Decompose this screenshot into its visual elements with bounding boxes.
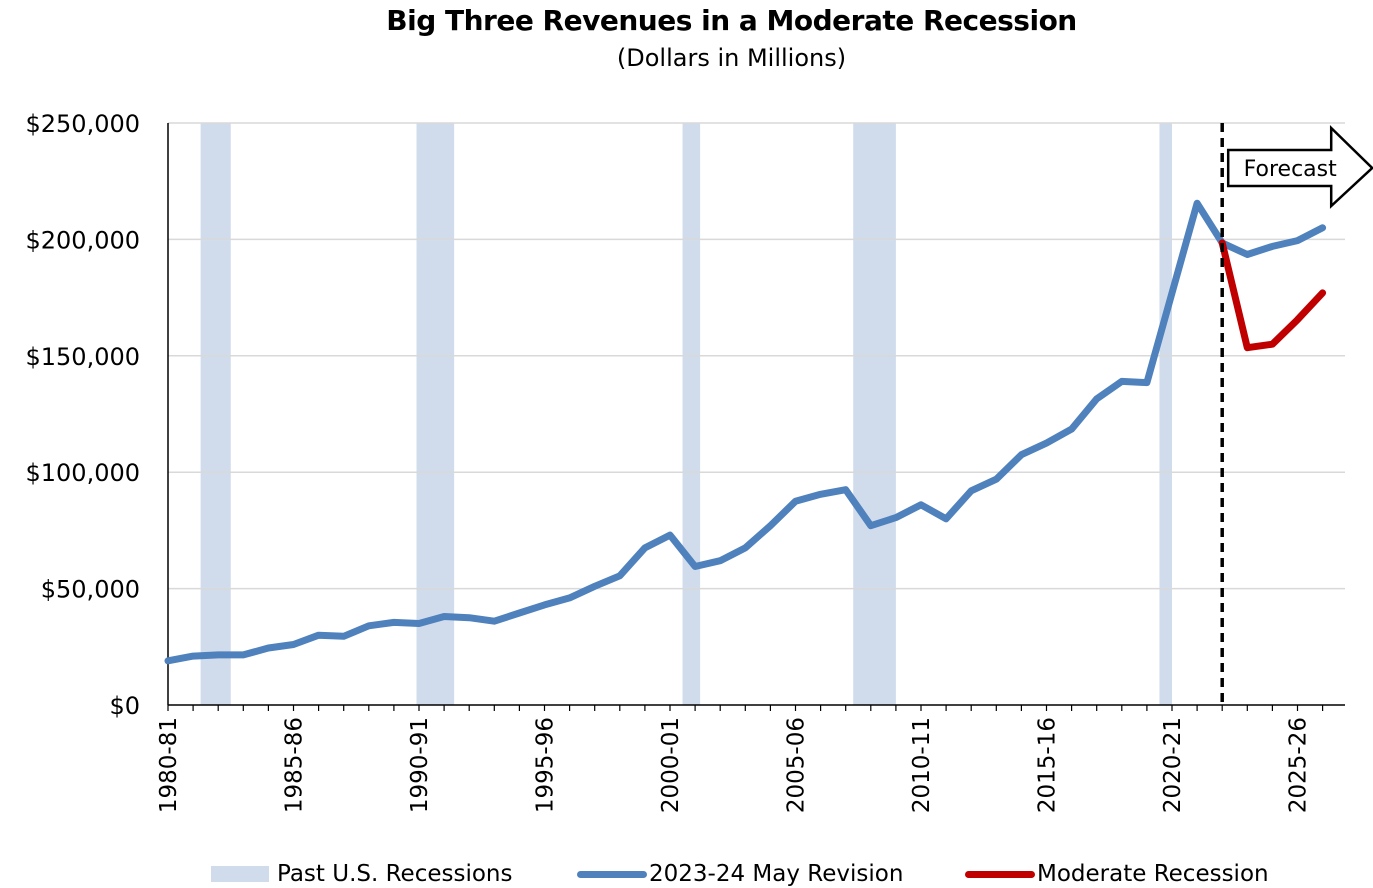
y-tick-label: $50,000 [41, 576, 140, 604]
chart-subtitle: (Dollars in Millions) [616, 44, 847, 72]
y-tick-label: $0 [109, 692, 140, 720]
x-tick-label: 2015-16 [1035, 717, 1061, 813]
x-tick-label: 1980-81 [156, 717, 182, 813]
x-tick-label: 2000-01 [658, 717, 684, 813]
recession-band-2 [416, 123, 455, 705]
series-line-2 [1218, 239, 1327, 352]
legend-label-recessions: Past U.S. Recessions [277, 861, 513, 887]
forecast-marker: Forecast [1220, 123, 1373, 705]
x-tick-label: 2025-26 [1286, 717, 1312, 813]
forecast-arrow [1226, 125, 1373, 209]
x-tick-label: 1995-96 [533, 717, 559, 813]
chart-plot: $0 $50,000 $100,000 $150,000 $200,000 $250,00… [25, 110, 1373, 813]
x-tick-label: 2020-21 [1160, 717, 1186, 813]
legend-label-moderate-recession: Moderate Recession [1037, 861, 1269, 887]
legend-item-may-revision: 2023-24 May Revision [577, 860, 903, 888]
legend-swatch-moderate-recession [965, 870, 1035, 878]
recession-band-4 [853, 123, 896, 705]
legend-item-moderate-recession: Moderate Recession [965, 860, 1269, 888]
legend-swatch-may-revision [577, 870, 647, 878]
legend-label-may-revision: 2023-24 May Revision [649, 861, 904, 887]
series-lines [164, 199, 1327, 665]
chart-title: Big Three Revenues in a Moderate Recessi… [386, 4, 1077, 37]
x-tick-label: 1985-86 [282, 717, 308, 813]
x-tick-label: 1990-91 [407, 717, 433, 813]
recession-bands [200, 123, 1172, 705]
x-tick-label: 2010-11 [909, 717, 935, 813]
legend-swatch-recessions [211, 866, 269, 882]
recession-band-5 [1159, 123, 1172, 705]
recession-band-3 [682, 123, 701, 705]
series-line-1 [164, 199, 1327, 665]
y-tick-label: $150,000 [25, 343, 140, 371]
legend: Past U.S. Recessions 2023-24 May Revisio… [0, 856, 1373, 887]
legend-item-recessions: Past U.S. Recessions [211, 860, 513, 888]
forecast-label: Forecast [1244, 157, 1337, 182]
gridlines [168, 122, 1345, 590]
y-tick-label: $200,000 [25, 226, 140, 254]
y-tick-label: $250,000 [25, 110, 140, 138]
y-tick-label: $100,000 [25, 459, 140, 487]
axes: $0 $50,000 $100,000 $150,000 $200,000 $250,00… [25, 110, 1345, 813]
recession-band-1 [200, 123, 231, 705]
x-tick-label: 2005-06 [784, 717, 810, 813]
